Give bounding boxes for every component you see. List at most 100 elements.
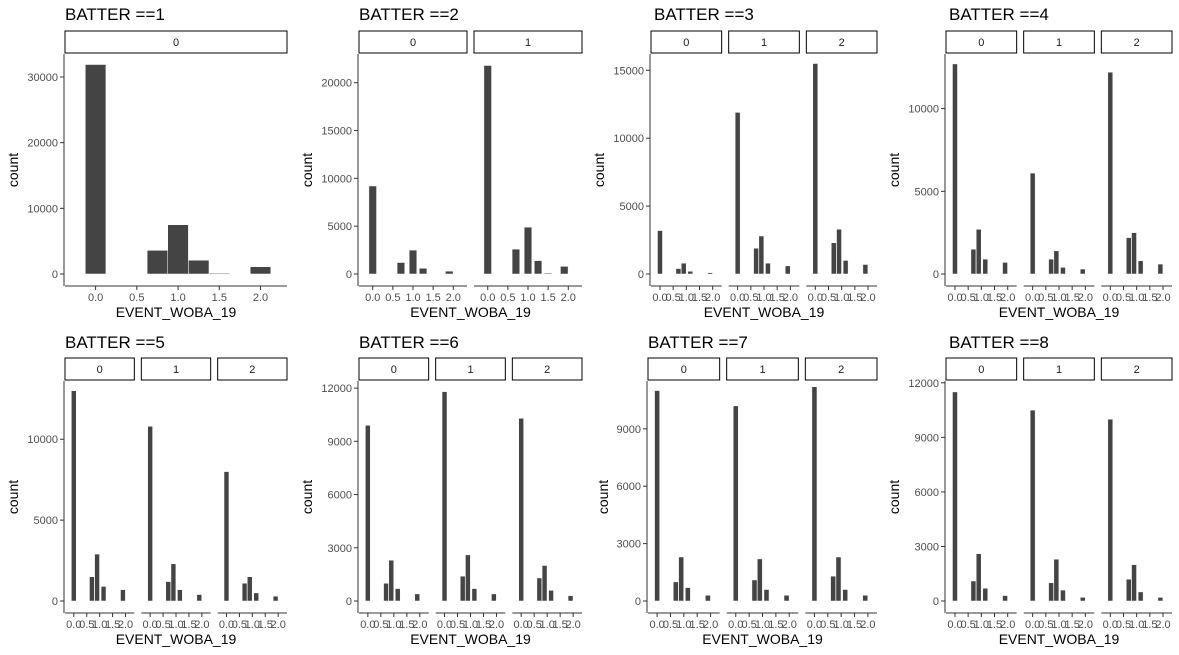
x-tick-label: 1.0 [679,292,694,304]
x-tick-label: 0.5 [79,619,94,631]
bar [491,593,497,602]
x-tick-label: 2.0 [253,292,268,304]
bar [758,235,765,275]
facet-2: 2 0.00.51.01.52.0 [1100,357,1173,631]
facet-strip [805,30,878,54]
bar [368,185,377,275]
y-tick-label: 0 [346,596,352,608]
y-tick-label: 5000 [34,515,58,527]
x-tick-label: 1.5 [692,292,707,304]
bar [975,553,982,602]
bar [1157,597,1164,602]
bar [483,65,492,275]
x-tick-label: 0.0 [649,619,664,631]
facet-strip-label: 0 [97,364,103,376]
bar [654,390,660,602]
y-tick-label: 3000 [617,539,641,551]
panel-batter-5: BATTER ==50500010000count00.00.51.01.52.… [5,333,288,647]
x-tick-label: 0.5 [1116,292,1131,304]
bar [784,265,791,275]
bar [734,112,741,275]
facet-strip-label: 2 [1134,37,1140,49]
bar [208,273,230,275]
x-tick-label: 1.5 [425,292,440,304]
x-axis-label: EVENT_WOBA_19 [999,304,1120,320]
x-tick-label: 2.0 [1000,619,1015,631]
x-tick-label: 2.0 [194,619,209,631]
bar [751,579,758,602]
x-tick-label: 0.0 [66,619,81,631]
bar [970,248,977,275]
facet-strip [435,357,506,381]
bar [177,589,183,602]
facet-strip-label: 1 [467,364,473,376]
bar [1126,578,1132,602]
y-tick-label: 10000 [613,133,644,145]
bar [196,594,202,602]
bar [757,558,763,602]
x-tick-label: 0.5 [1038,619,1053,631]
x-tick-label: 2.0 [1078,619,1093,631]
facet-0: 0 0.00.51.01.52.0 [647,357,721,631]
facet-strip [1100,30,1173,54]
y-tick-label: 30000 [27,72,58,84]
x-tick-label: 0.5 [666,292,681,304]
x-tick-label: 0.0 [365,292,380,304]
facet-2: 2 0.00.51.01.52.0 [511,357,583,631]
x-tick-label: 2.0 [566,619,581,631]
y-tick-label: 20000 [27,138,58,150]
x-tick-label: 1.0 [1051,619,1066,631]
x-tick-label: 1.0 [755,619,770,631]
facet-strip [647,357,721,381]
facet-strip [945,357,1018,381]
bar [536,577,543,602]
bar [783,595,790,602]
bar [952,63,958,275]
bar [1137,591,1144,602]
y-tick-label: 9000 [617,424,641,436]
x-tick-label: 0.5 [500,292,515,304]
y-axis-label: count [5,153,21,187]
x-tick-label: 1.5 [212,292,227,304]
x-tick-label: 2.0 [1155,619,1170,631]
x-axis-label: EVENT_WOBA_19 [410,304,531,320]
bar [1002,595,1008,602]
x-tick-label: 2.0 [1000,292,1015,304]
x-tick-label: 1.0 [520,292,535,304]
y-tick-label: 9000 [328,436,352,448]
y-tick-label: 0 [346,269,352,281]
facet-strip-label: 1 [761,37,767,49]
x-tick-label: 0.5 [820,619,835,631]
x-tick-label: 0.0 [88,292,103,304]
panel-batter-6: BATTER ==6030006000900012000count00.00.5… [299,333,583,647]
bar [223,471,230,602]
bar [952,391,958,602]
bar [523,226,533,275]
facet-strip-label: 0 [978,37,984,49]
x-tick-label: 0.5 [129,292,144,304]
x-tick-label: 0.0 [807,619,822,631]
bar [167,224,189,275]
facet-strip-label: 2 [839,37,845,49]
x-tick-label: 1.5 [768,619,783,631]
bar [1107,71,1114,275]
x-tick-label: 0.5 [743,292,758,304]
x-tick-label: 2.0 [446,292,461,304]
facet-0: 0 0.00.51.01.52.0 [64,357,135,631]
facet-strip [64,30,288,54]
panel-title: BATTER ==1 [65,5,165,24]
y-tick-label: 10000 [908,104,939,116]
bar [249,266,272,275]
bar [471,588,478,602]
y-tick-label: 10000 [27,434,58,446]
facet-strip [358,30,468,54]
x-axis-label: EVENT_WOBA_19 [116,304,237,320]
bar [732,405,739,602]
facet-strip-label: 0 [978,364,984,376]
bar [862,264,869,275]
bar [388,559,394,602]
bar [1029,409,1036,602]
y-axis-label: count [591,153,607,187]
y-tick-label: 3000 [328,543,352,555]
